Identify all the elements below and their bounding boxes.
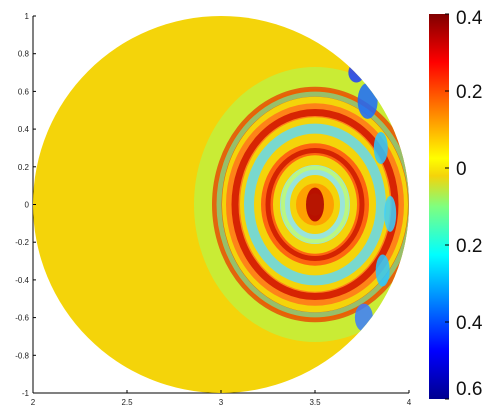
y-tick-label: -1 [22,389,30,398]
field-peak-core [306,187,324,222]
field-rings [194,62,409,342]
colorbar-tick-label: 0 [456,159,467,180]
y-tick-label: 0.8 [18,50,30,59]
y-tick-label: 0.2 [18,163,30,172]
colorbar-tick-label: 0.4 [456,313,483,334]
disk-domain [33,16,409,393]
x-tick-label: 3.5 [309,398,321,407]
x-tick-label: 2.5 [121,398,133,407]
y-tick-label: -0.6 [15,314,29,323]
x-tick-label: 4 [407,398,412,407]
field-negative-blob [354,303,373,332]
x-tick-label: 3 [219,398,224,407]
field-ring [216,91,409,318]
field-negative-blob [375,254,390,287]
y-tick-label: 0.6 [18,87,30,96]
field-ring [244,123,386,286]
field-negative-blob [373,131,388,164]
y-tick-group: 1 0.8 0.6 0.4 0.2 0 -0.2 -0.4 -0.6 -0.8 -1 [15,12,36,398]
x-tick-group: 2 2.5 3 3.5 4 [31,390,412,407]
field-ring [265,147,365,262]
field-ring [194,67,409,342]
y-tick-label: -0.8 [15,351,29,360]
colorbar-tick-label: 0.6 [456,379,482,400]
field-ring [281,165,349,244]
y-tick-label: -0.4 [15,276,29,285]
colorbar-tick-group: 0.4 0.2 0 0.2 0.4 0.6 [445,8,483,400]
field-negative-blob [357,82,378,119]
y-tick-label: -0.2 [15,238,29,247]
colorbar: 0.4 0.2 0 0.2 0.4 0.6 [429,8,483,400]
y-tick-label: 0 [25,201,30,210]
y-tick-label: 1 [25,12,30,21]
colorbar-tick-label: 0.2 [456,236,482,257]
colorbar-gradient [429,14,449,399]
x-tick-label: 2 [31,398,36,407]
colorbar-tick-label: 0.4 [456,8,483,29]
field-negative-blob [384,195,397,232]
field-negative-blob [348,62,365,83]
colorbar-tick-label: 0.2 [456,82,482,103]
y-tick-label: 0.4 [18,125,30,134]
